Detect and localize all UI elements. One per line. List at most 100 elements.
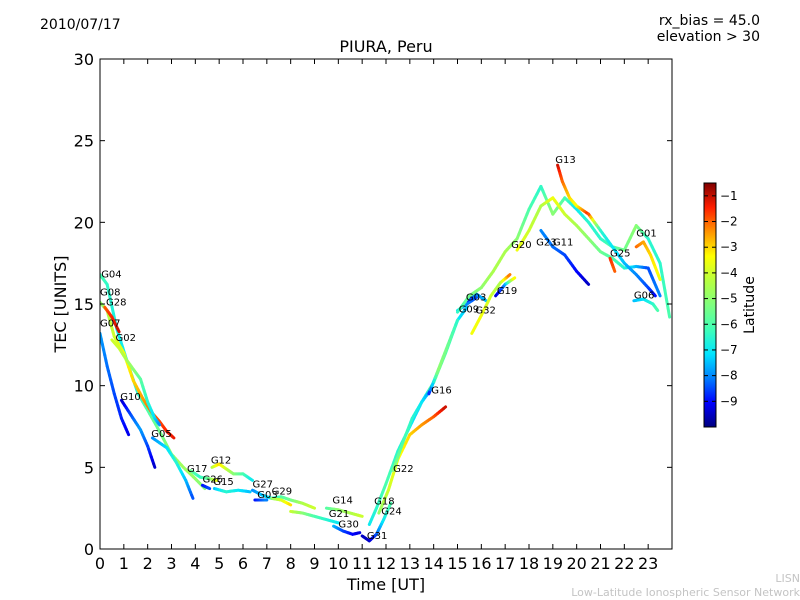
trace-g31 xyxy=(360,501,393,543)
trace-point xyxy=(334,520,340,525)
x-tick-label: 4 xyxy=(190,554,200,573)
y-axis: 0 5 10 15 20 25 30 xyxy=(74,50,672,559)
trace-g19 xyxy=(494,276,517,298)
label-g31: G31 xyxy=(367,531,387,542)
label-g27: G27 xyxy=(253,479,273,490)
trace-g01 xyxy=(634,240,662,281)
trace-point xyxy=(287,502,293,507)
trace-g03 xyxy=(465,292,488,303)
trace-point xyxy=(666,306,672,319)
x-tick-label: 2 xyxy=(143,554,153,573)
label-g26: G26 xyxy=(202,474,222,485)
trace-g06 xyxy=(632,297,660,313)
x-tick-label: 6 xyxy=(238,554,248,573)
trace-g20 xyxy=(456,184,672,319)
label-g05: G05 xyxy=(151,429,171,440)
trace-point xyxy=(125,430,131,437)
label-g18: G18 xyxy=(374,497,394,508)
x-axis: 0 1 2 3 4 5 6 7 8 9 10 11 12 13 14 15 16 17 18 19 20 21 22 23 xyxy=(95,59,658,573)
label-g01: G01 xyxy=(636,229,656,240)
colorbar-tick-label: −5 xyxy=(720,292,738,306)
label-g07: G07 xyxy=(100,319,120,330)
trace-point xyxy=(454,318,459,326)
label-g21: G21 xyxy=(329,509,349,520)
label-g16: G16 xyxy=(431,385,451,396)
y-tick-label: 0 xyxy=(84,540,94,559)
y-tick-label: 15 xyxy=(74,295,94,314)
x-tick-label: 17 xyxy=(495,554,515,573)
label-g24: G24 xyxy=(381,506,401,517)
trace-point xyxy=(311,505,316,510)
label-g15: G15 xyxy=(213,477,233,488)
label-g29: G29 xyxy=(272,487,292,498)
x-tick-label: 18 xyxy=(519,554,539,573)
y-tick-label: 30 xyxy=(74,50,94,69)
trace-g29 xyxy=(270,496,293,507)
trace-point xyxy=(483,298,488,303)
trace-g07 xyxy=(100,331,131,437)
trace-g05 xyxy=(150,436,195,500)
y-tick-label: 10 xyxy=(74,377,94,396)
trace-g10 xyxy=(119,398,157,469)
x-tick-label: 7 xyxy=(262,554,272,573)
trace-point xyxy=(612,267,617,273)
colorbar-tick-label: −4 xyxy=(720,266,738,280)
trace-g15 xyxy=(212,487,252,494)
elevation-label: elevation > 30 xyxy=(656,29,760,45)
label-g17: G17 xyxy=(187,464,207,475)
trace-g12 xyxy=(210,462,255,482)
trace-point xyxy=(388,501,393,508)
trace-point xyxy=(190,493,195,500)
label-g30: G30 xyxy=(338,519,358,530)
label-g14: G14 xyxy=(332,496,352,507)
trace-g18 xyxy=(367,305,469,526)
x-tick-label: 5 xyxy=(214,554,224,573)
trace-g30 xyxy=(332,524,362,536)
receiver-info: rx_bias = 45.0 elevation > 30 xyxy=(657,13,760,45)
traces xyxy=(100,163,672,543)
trace-point xyxy=(506,273,512,278)
trace-g22 xyxy=(391,387,433,473)
label-g03: G03 xyxy=(257,490,277,501)
rx-bias-label: rx_bias = 45.0 xyxy=(658,13,760,29)
colorbar-ticks: −9 −8 −7 −6 −5 −4 −3 −2 −1 xyxy=(704,189,738,408)
trace-g11 xyxy=(539,229,591,286)
x-tick-label: 10 xyxy=(328,554,348,573)
trace-g02 xyxy=(110,338,162,427)
trace-point xyxy=(171,435,176,440)
trace-g21 xyxy=(289,509,340,525)
trace-g32 xyxy=(470,273,512,335)
label-g23: G23 xyxy=(536,238,556,249)
colorbar-tick-label: −1 xyxy=(720,189,738,203)
trace-point xyxy=(663,288,668,301)
trace-point xyxy=(585,280,591,286)
label-g20: G20 xyxy=(511,240,531,251)
colorbar-tick-label: −8 xyxy=(720,369,738,383)
x-tick-label: 16 xyxy=(471,554,491,573)
trace-point xyxy=(463,305,469,311)
label-g12: G12 xyxy=(211,456,231,467)
colorbar: −9 −8 −7 −6 −5 −4 −3 −2 −1 Latitude xyxy=(703,182,758,428)
label-g19: G19 xyxy=(497,286,517,297)
trace-g16 xyxy=(427,318,459,396)
x-tick-label: 14 xyxy=(423,554,443,573)
label-g08: G08 xyxy=(100,287,120,298)
label-g10: G10 xyxy=(120,392,140,403)
trace-g14 xyxy=(324,506,364,518)
colorbar-strip xyxy=(703,182,717,428)
trace-point xyxy=(358,514,364,518)
x-tick-label: 23 xyxy=(638,554,658,573)
label-g25: G25 xyxy=(610,248,630,259)
trace-point xyxy=(152,462,157,469)
trace-point xyxy=(249,477,255,482)
trace-point xyxy=(652,292,657,298)
x-tick-label: 21 xyxy=(590,554,610,573)
trace-point xyxy=(473,295,479,301)
y-axis-label: TEC [UNITS] xyxy=(51,256,70,354)
label-g09: G09 xyxy=(459,305,479,316)
x-tick-label: 0 xyxy=(95,554,105,573)
trace-g26 xyxy=(200,483,212,491)
trace-point xyxy=(658,261,664,274)
x-tick-label: 22 xyxy=(614,554,634,573)
